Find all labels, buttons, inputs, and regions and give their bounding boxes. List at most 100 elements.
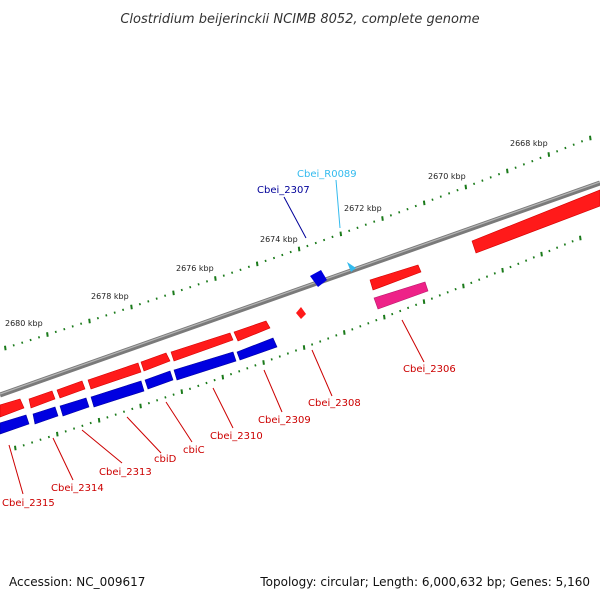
outer-scale-tick <box>21 341 24 344</box>
inner-scale-tick <box>221 374 225 380</box>
inner-scale-tick <box>485 275 489 278</box>
outer-scale-tick <box>547 152 551 157</box>
gene-label-cbei-2308: Cbei_2308 <box>308 398 361 409</box>
inner-scale-tick <box>180 389 184 395</box>
gene-rev-1[interactable] <box>236 337 278 361</box>
inner-scale-tick <box>335 334 338 337</box>
outer-scale-tick <box>281 253 284 257</box>
outer-scale-tick <box>297 246 301 252</box>
outer-scale-tick <box>414 204 417 208</box>
outer-scale-tick <box>514 166 517 169</box>
outer-scale-tick <box>46 332 49 337</box>
outer-scale-tick <box>306 244 309 248</box>
inner-scale-tick <box>478 278 481 281</box>
outer-scale-tick <box>389 214 392 217</box>
outer-scale-tick <box>356 226 359 230</box>
inner-scale-tick <box>470 281 473 285</box>
gene-cbei-2306[interactable] <box>369 264 422 291</box>
outer-scale-tick <box>138 302 141 306</box>
outer-scale-tick <box>556 150 559 153</box>
inner-scale-tick <box>343 330 346 335</box>
outer-scale-tick <box>197 283 200 286</box>
inner-scale-tick <box>47 435 50 439</box>
gene-label-cbei-2314: Cbei_2314 <box>51 483 104 494</box>
outer-scale-tick <box>439 195 442 198</box>
outer-scale-tick <box>422 200 426 206</box>
gene-label-cbei-2315: Cbei_2315 <box>2 498 55 509</box>
leader-lines <box>8 179 425 495</box>
gene-cbei-r0089[interactable] <box>347 262 356 272</box>
outer-scale-tick <box>214 276 217 281</box>
outer-scale-tick <box>506 168 509 174</box>
outer-scale-tick <box>239 268 242 272</box>
gene-cbei-2308[interactable] <box>296 307 306 319</box>
inner-scale-tick <box>286 352 289 355</box>
outer-scale-tick <box>247 265 250 269</box>
gene-rev-4[interactable] <box>90 380 145 408</box>
reverse-genes <box>0 270 327 435</box>
outer-scale-tick <box>88 318 91 324</box>
inner-scale-tick <box>97 417 101 423</box>
gene-cbei-2307[interactable] <box>310 270 327 287</box>
gene-cbei-2309[interactable] <box>233 320 271 342</box>
kbp-label-2678: 2678 kbp <box>91 292 129 301</box>
gene-label-cbei-r0089: Cbei_R0089 <box>297 169 357 180</box>
gene-large-right[interactable] <box>471 189 600 254</box>
inner-scale-tick <box>139 403 142 409</box>
gene-label-cbei-2306: Cbei_2306 <box>403 364 456 375</box>
gene-rev-2[interactable] <box>173 351 237 381</box>
gene-rev-6[interactable] <box>32 406 59 425</box>
inner-scale-tick <box>407 306 410 310</box>
inner-scale-tick <box>114 413 117 416</box>
outer-scale-tick <box>255 261 259 267</box>
gene-cbei-2310[interactable] <box>170 332 234 362</box>
inner-scale-tick <box>205 381 208 385</box>
outer-scale-tick <box>314 241 317 245</box>
outer-scale-tick <box>406 207 409 211</box>
inner-scale-tick <box>188 387 192 391</box>
inner-scale-tick <box>106 416 109 419</box>
inner-scale-tick <box>39 438 42 441</box>
inner-scale-tick <box>246 367 249 370</box>
gene-rev-5[interactable] <box>59 397 90 417</box>
inner-scale-tick <box>571 240 574 243</box>
kbp-labels: 2668 kbp 2670 kbp 2672 kbp 2674 kbp 2676… <box>5 139 548 328</box>
gene-cbid[interactable] <box>87 362 142 390</box>
inner-scale-tick <box>294 349 298 352</box>
inner-scale-tick <box>415 303 418 307</box>
gene-rev-3[interactable] <box>144 370 174 390</box>
outer-scale-tick <box>231 271 234 274</box>
outer-scale-tick <box>272 256 276 260</box>
inner-scale-tick <box>462 283 465 289</box>
gene-rev-7[interactable] <box>0 414 30 435</box>
inner-scale-tick <box>367 322 370 325</box>
inner-scale-tick <box>579 235 582 241</box>
gene-cbei-2313[interactable] <box>56 380 86 399</box>
kbp-label-2676: 2676 kbp <box>176 264 214 273</box>
outer-scale-tick <box>381 216 384 221</box>
inner-scale-tick <box>351 328 354 331</box>
inner-scale-tick <box>172 393 175 396</box>
inner-scale-tick <box>56 431 59 437</box>
gene-pseudo[interactable] <box>373 281 429 310</box>
inner-scale-tick <box>73 427 76 430</box>
scale-ticks <box>4 135 592 451</box>
inner-scale-tick <box>89 421 92 425</box>
outer-scale-tick <box>497 172 501 176</box>
outer-scale-tick <box>155 297 158 300</box>
kbp-label-2674: 2674 kbp <box>260 235 298 244</box>
gene-label-cbei-2307: Cbei_2307 <box>257 185 310 196</box>
outer-scale-tick <box>180 288 183 292</box>
gene-labels: Cbei_R0089 Cbei_2307 Cbei_2306 Cbei_2308… <box>2 169 456 509</box>
inner-scale-tick <box>501 267 504 273</box>
inner-scale-tick <box>81 424 84 428</box>
inner-scale-tick <box>391 312 394 316</box>
accession-text: Accession: NC_009617 <box>9 575 145 589</box>
inner-scale-tick <box>548 249 551 253</box>
gene-cbic[interactable] <box>140 352 171 372</box>
inner-scale-tick <box>493 272 496 275</box>
kbp-label-2680: 2680 kbp <box>5 319 43 328</box>
gene-cbei-2314[interactable] <box>28 390 56 409</box>
gene-cbei-2315[interactable] <box>0 398 25 418</box>
outer-scale-tick <box>147 300 150 303</box>
